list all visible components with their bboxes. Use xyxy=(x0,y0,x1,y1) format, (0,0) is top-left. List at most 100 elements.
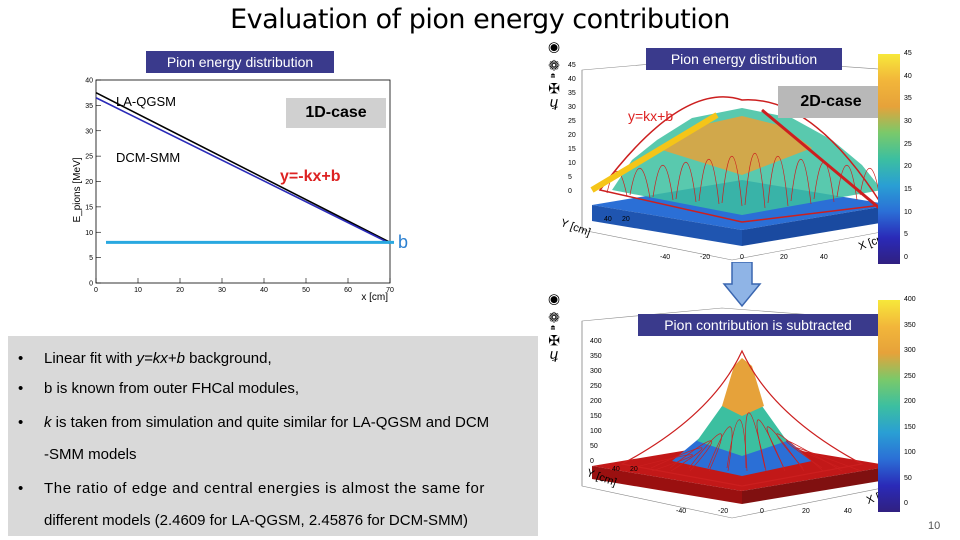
x-tick-label: 70 xyxy=(386,287,394,294)
bottom-mesh-line xyxy=(650,447,703,472)
bottom-mesh-line xyxy=(631,454,693,472)
axis-tick-label: 40 xyxy=(604,216,612,223)
bottom-3d-plot xyxy=(581,307,893,519)
colorbar-tick-label: 20 xyxy=(904,163,912,171)
bottom-colorbar-ticks: 400 350 300 250 200 150 100 50 0 xyxy=(904,296,934,512)
case-1d-label: 1D-case xyxy=(286,98,386,128)
x-tick-label: 10 xyxy=(134,287,142,294)
bottom-z-tick-label: 300 xyxy=(590,368,602,375)
y-tick-label: 30 xyxy=(85,128,93,135)
top-mesh-line xyxy=(744,153,766,209)
colorbar-tick-label: 40 xyxy=(904,72,912,80)
axis-tick-label: 20 xyxy=(630,466,638,473)
axis-tick-label: 40 xyxy=(820,254,828,261)
top-z-tick-label: 45 xyxy=(568,62,576,69)
case-2d-label: 2D-case xyxy=(778,86,884,118)
top-z-tick-label: 25 xyxy=(568,118,576,125)
top-z-tick-label: 30 xyxy=(568,104,576,111)
colorbar-tick-label: 5 xyxy=(904,231,908,239)
axis-tick-label: -40 xyxy=(676,508,687,515)
bottom-mesh-line xyxy=(766,426,805,472)
bottom-z-tick-label: 200 xyxy=(590,398,602,405)
colorbar-tick-label: 25 xyxy=(904,140,912,148)
top-mesh-line xyxy=(652,164,674,201)
top-z-tick-label: 0 xyxy=(568,188,572,195)
bottom-z-tick-label: 150 xyxy=(590,413,602,420)
top-mesh-line xyxy=(790,158,812,205)
bottom-z-tick-label: 400 xyxy=(590,338,602,345)
axis-tick-label: 40 xyxy=(844,508,852,515)
axis-tick-label: 40 xyxy=(612,466,620,473)
page-number: 10 xyxy=(928,520,941,532)
colorbar-tick-label: 200 xyxy=(904,398,916,405)
bottom-mesh-line xyxy=(776,433,824,472)
top-z-tick-label: 10 xyxy=(568,160,576,167)
colorbar-tick-label: 35 xyxy=(904,95,912,103)
top-colorbar xyxy=(878,54,900,264)
y-tick-label: 10 xyxy=(85,230,93,237)
bottom-z-tick-label: 50 xyxy=(590,443,598,450)
legend-dcm-smm: DCM-SMM xyxy=(116,150,181,165)
x-tick-label: 40 xyxy=(260,287,268,294)
x-tick-label: 60 xyxy=(344,287,352,294)
top-colorbar-ticks: 45 40 35 30 25 20 15 10 5 0 xyxy=(904,50,934,264)
top-z-tick-label: 5 xyxy=(568,174,572,181)
left-panel-header: Pion energy distribution xyxy=(146,51,334,73)
top-z-tick-label: 40 xyxy=(568,76,576,83)
top-z-tick-label: 15 xyxy=(568,146,576,153)
bottom-right-header: Pion contribution is subtracted xyxy=(638,314,878,336)
bottom-mesh-line xyxy=(707,426,733,472)
y-tick-label: 20 xyxy=(85,179,93,186)
colorbar-tick-label: 250 xyxy=(904,372,916,380)
series-line-dcm-smm xyxy=(95,97,391,245)
colorbar-tick-label: 45 xyxy=(904,50,912,57)
x-tick-label: 30 xyxy=(218,287,226,294)
colorbar-tick-label: 30 xyxy=(904,118,912,125)
bottom-colorbar xyxy=(878,300,900,512)
colorbar-tick-label: 350 xyxy=(904,321,916,329)
bottom-mesh-line xyxy=(756,419,786,472)
axis-tick-label: 0 xyxy=(740,254,744,261)
bottom-hist-bars-warm xyxy=(722,358,764,416)
bottom-mesh-line xyxy=(795,447,862,472)
y-tick-label: 40 xyxy=(85,78,93,85)
y-tick-label: 0 xyxy=(89,281,93,288)
x-tick-label: 0 xyxy=(94,287,98,294)
bottom-base-front-left xyxy=(592,466,742,504)
colorbar-tick-label: 300 xyxy=(904,347,916,354)
axis-tick-label: -40 xyxy=(660,254,671,261)
top-mesh-line xyxy=(629,167,651,199)
axis-tick-label: 20 xyxy=(780,254,788,261)
y-tick-label: 5 xyxy=(89,255,93,262)
bottom-mesh-line xyxy=(786,440,843,472)
top-base-front-left xyxy=(592,205,742,246)
bottom-fit-surface xyxy=(620,349,864,487)
y-tick-label: 25 xyxy=(85,154,93,161)
bottom-z-tick-label: 0 xyxy=(590,458,594,465)
top-3d-plot xyxy=(581,57,893,261)
colorbar-tick-label: 0 xyxy=(904,500,908,507)
b-label: b xyxy=(398,232,409,252)
bottom-base-front-right xyxy=(742,466,892,504)
colorbar-tick-label: 400 xyxy=(904,296,916,303)
top-z-tick-label: 20 xyxy=(568,132,576,139)
bottom-mesh-line xyxy=(688,433,722,472)
slide-title: Evaluation of pion energy contribution xyxy=(230,4,730,35)
bottom-z-tick-label: 350 xyxy=(590,353,602,360)
top-fit-surface xyxy=(598,96,884,223)
x-tick-label: 20 xyxy=(176,287,184,294)
top-z-tick-label: 35 xyxy=(568,90,576,97)
top-hist-bars-warm xyxy=(662,116,812,175)
colorbar-tick-label: 100 xyxy=(904,449,916,456)
axis-tick-label: -20 xyxy=(718,508,729,515)
bottom-z-tick-label: 250 xyxy=(590,383,602,390)
bottom-z-tick-label: 100 xyxy=(590,428,602,435)
y-tick-label: 35 xyxy=(85,103,93,110)
top-right-header: Pion energy distribution xyxy=(646,48,842,70)
top-mesh-line xyxy=(721,155,743,207)
bullet-list: • Linear fit with y=kx+b background, • b i… xyxy=(8,336,538,536)
y-tick-label: 15 xyxy=(85,204,93,211)
colorbar-tick-label: 0 xyxy=(904,254,908,261)
top-fit-edge-line xyxy=(590,112,719,193)
top-base-front-right xyxy=(742,205,892,246)
